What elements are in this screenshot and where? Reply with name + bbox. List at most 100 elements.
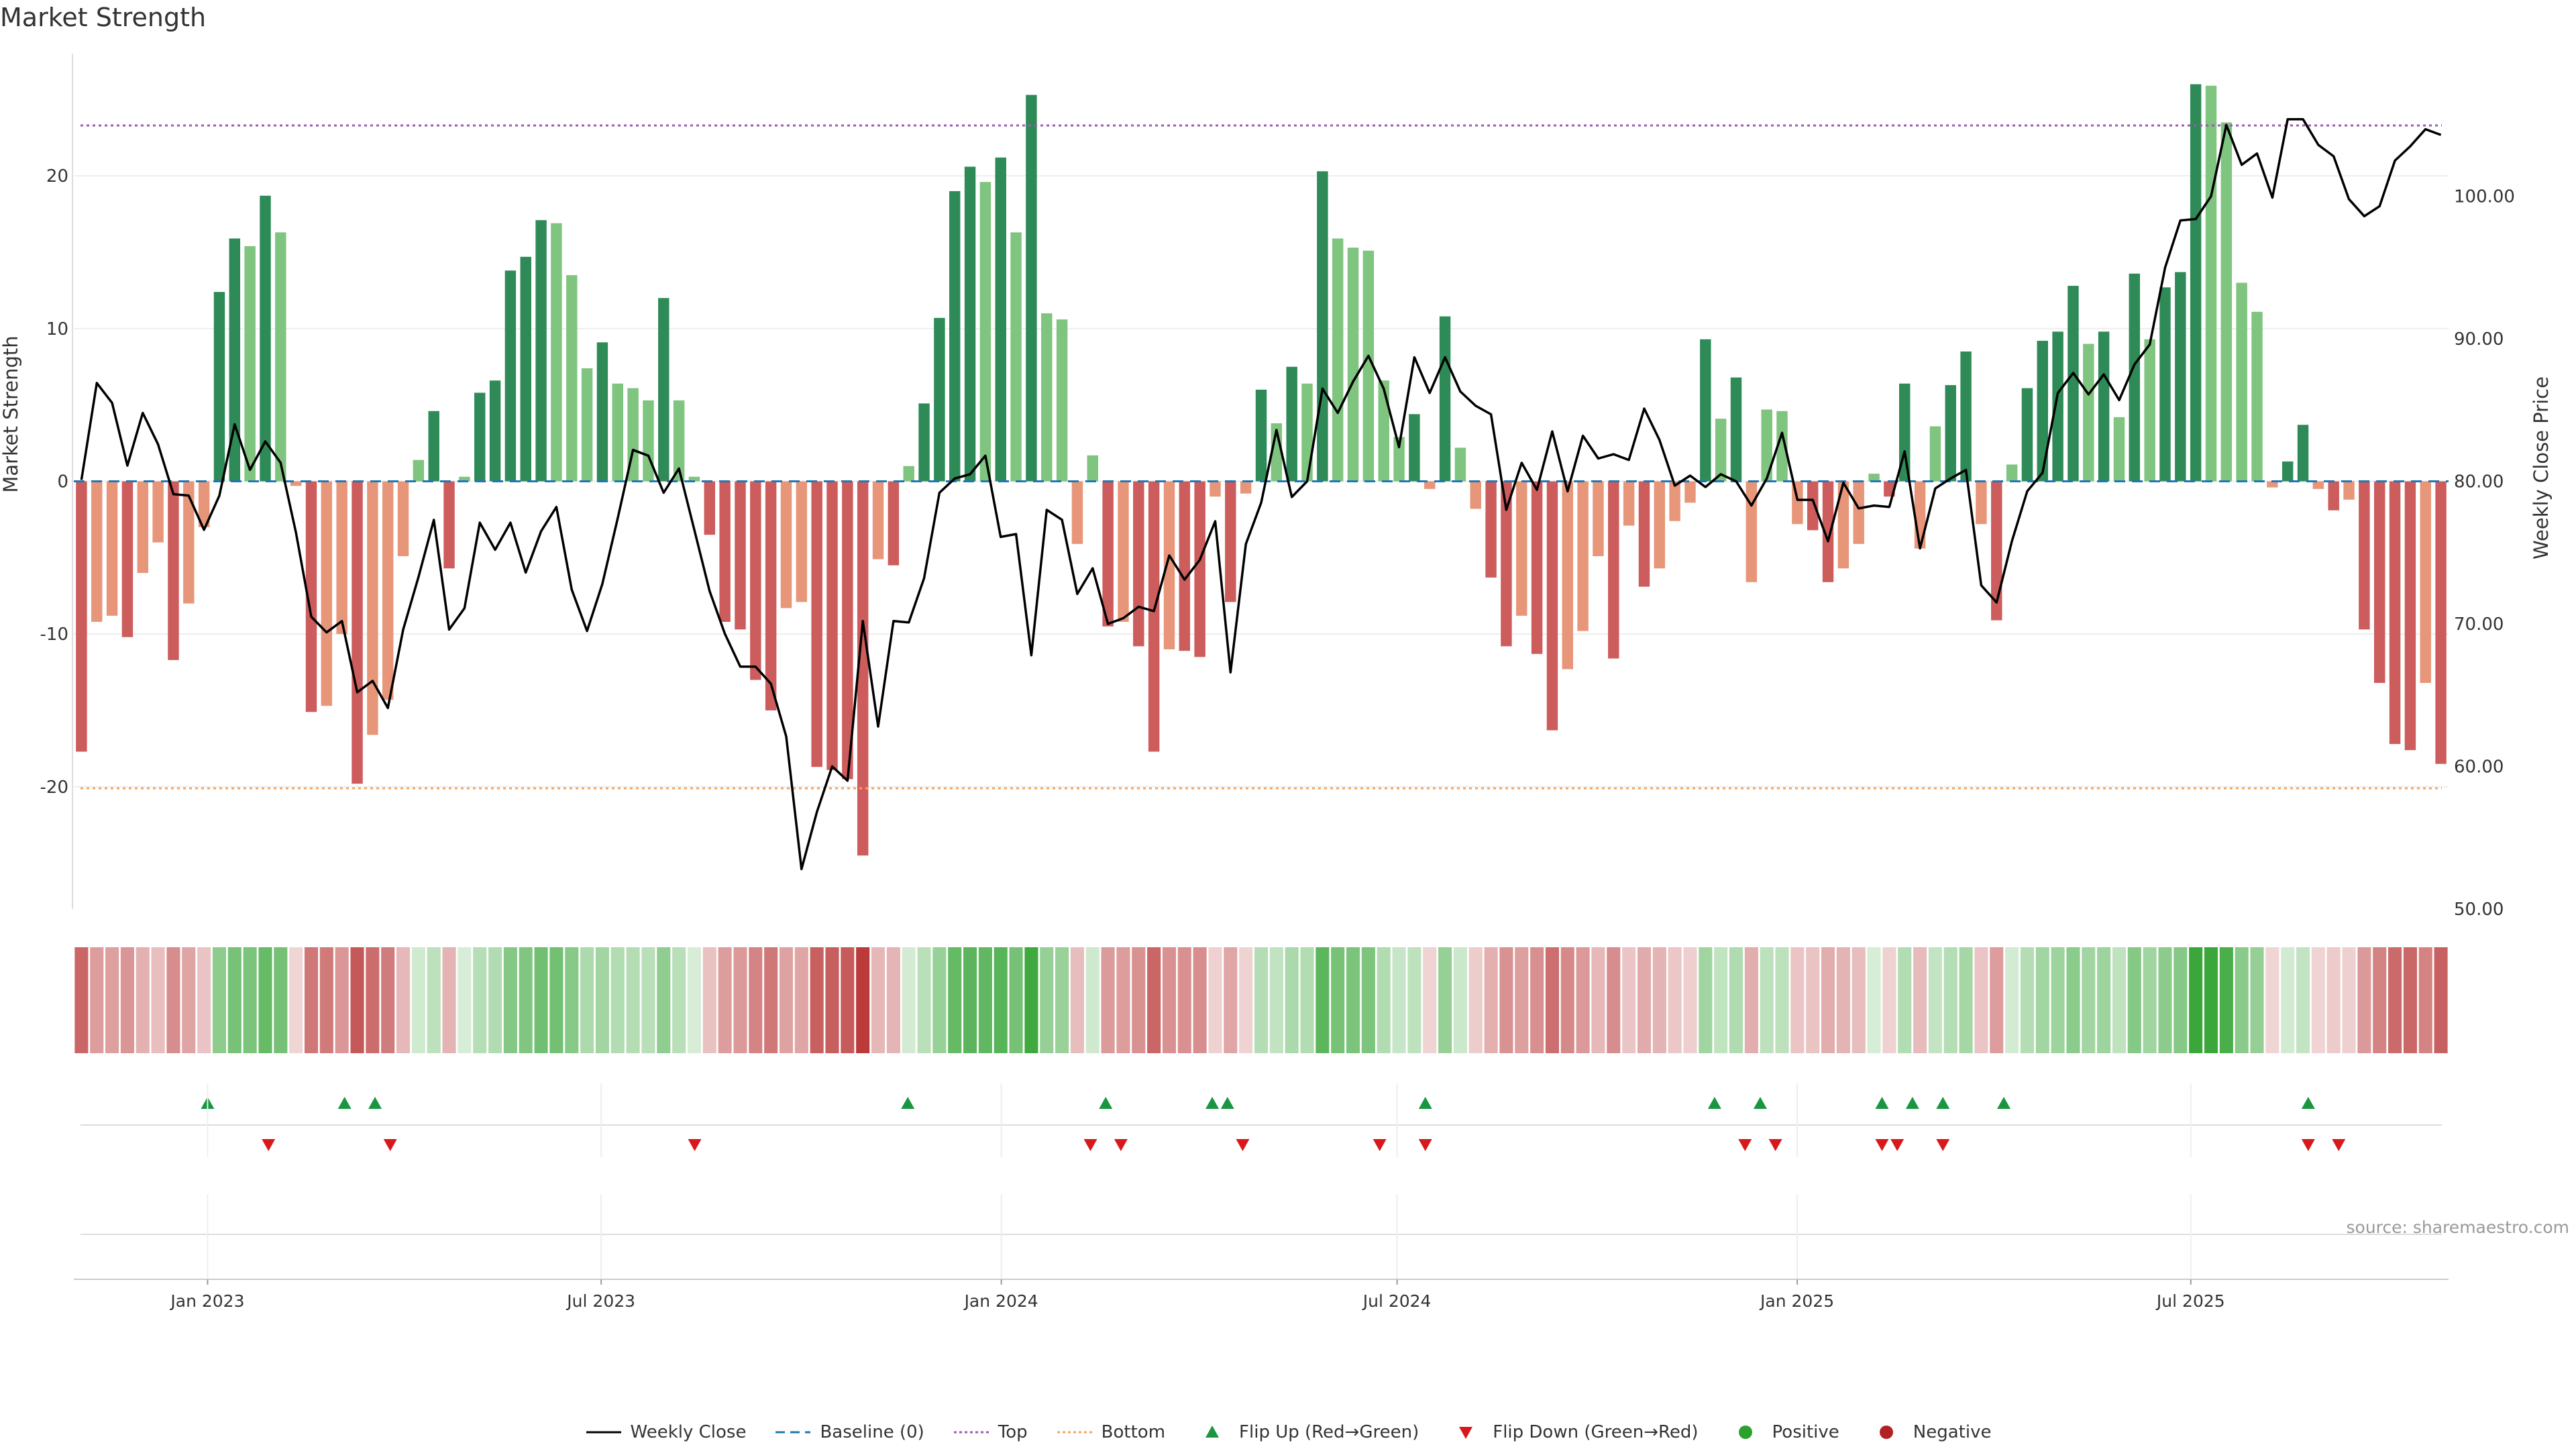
- heat-strip-cell: [304, 947, 319, 1053]
- heat-strip-cell: [1070, 947, 1084, 1053]
- strength-bar: [1301, 383, 1313, 482]
- strength-bar: [1454, 447, 1466, 482]
- flip-up-marker: [901, 1097, 915, 1109]
- strength-bar: [2037, 341, 2048, 482]
- heat-strip-cell: [702, 947, 716, 1053]
- heat-strip-cell: [473, 947, 487, 1053]
- strength-bar: [1179, 481, 1191, 651]
- heat-strip-cell: [1055, 947, 1069, 1053]
- heat-strip-cell: [2020, 947, 2034, 1053]
- strength-bar: [1378, 380, 1389, 482]
- strength-bar: [2282, 461, 2294, 482]
- heat-strip-cell: [274, 947, 288, 1053]
- strength-bar: [367, 481, 378, 735]
- flip-up-marker: [1905, 1097, 1919, 1109]
- heat-strip-cell: [1714, 947, 1728, 1053]
- heat-strip-cell: [764, 947, 778, 1053]
- heat-strip-cell: [626, 947, 640, 1053]
- heat-strip-cell: [2235, 947, 2249, 1053]
- strength-bar: [2006, 464, 2018, 482]
- circle-icon: [1879, 1426, 1893, 1439]
- strength-bar: [489, 380, 501, 482]
- legend-label: Top: [998, 1422, 1028, 1442]
- strength-bar: [1761, 409, 1772, 482]
- strength-bar: [121, 481, 133, 637]
- heat-strip-cell: [503, 947, 517, 1053]
- strength-bar: [688, 476, 700, 482]
- right-tick-label: 70.00: [2454, 614, 2504, 635]
- strength-bar: [1531, 481, 1543, 654]
- x-tick-label: Jul 2024: [1362, 1291, 1432, 1311]
- flip-down-marker: [1236, 1139, 1250, 1151]
- heat-strip-cell: [1652, 947, 1666, 1053]
- y-tick-label: -10: [40, 625, 68, 645]
- heat-strip-cell: [1085, 947, 1099, 1053]
- heat-strip-cell: [948, 947, 962, 1053]
- right-axis-label: Weekly Close Price: [2530, 376, 2553, 559]
- heat-strip-cell: [1300, 947, 1314, 1053]
- line-solid-icon: [586, 1431, 621, 1434]
- heat-strip-cell: [1101, 947, 1115, 1053]
- flip-up-marker: [337, 1097, 352, 1109]
- strength-bar: [1577, 481, 1589, 631]
- strength-bar: [612, 383, 623, 482]
- x-tick-label: Jan 2024: [963, 1291, 1038, 1311]
- heat-strip-cell: [1040, 947, 1054, 1053]
- strength-bar: [2374, 481, 2385, 684]
- heat-strip-cell: [2204, 947, 2218, 1053]
- flip-up-marker: [368, 1097, 382, 1109]
- heat-strip-cell: [1162, 947, 1177, 1053]
- strength-bar: [2236, 282, 2247, 482]
- strength-bar: [2175, 272, 2186, 482]
- heat-strip-cell: [1024, 947, 1038, 1053]
- heat-strip-cell: [258, 947, 272, 1053]
- legend-label: Positive: [1772, 1422, 1839, 1442]
- heat-strip-cell: [2281, 947, 2295, 1053]
- strength-bar: [995, 157, 1006, 482]
- heat-strip-cell: [2296, 947, 2310, 1053]
- strength-bar: [2113, 417, 2125, 482]
- strength-bar: [2420, 481, 2431, 684]
- strength-bar: [1914, 481, 1926, 549]
- heat-strip-cell: [856, 947, 870, 1053]
- strength-bar: [1470, 481, 1481, 509]
- heat-strip-cell: [733, 947, 747, 1053]
- heat-strip-cell: [1560, 947, 1574, 1053]
- strength-bar: [2021, 388, 2033, 482]
- heat-strip-cell: [1116, 947, 1130, 1053]
- legend-label: Flip Up (Red→Green): [1239, 1422, 1419, 1442]
- strength-bar: [673, 400, 685, 482]
- heat-strip-cell: [212, 947, 227, 1053]
- strength-bar: [2359, 481, 2370, 630]
- strength-bar: [1807, 481, 1819, 531]
- heat-strip-cell: [1622, 947, 1636, 1053]
- strength-bar: [1929, 426, 1941, 482]
- flip-down-marker: [1875, 1139, 1889, 1151]
- strength-bar: [2098, 331, 2110, 482]
- heat-strip-cell: [2357, 947, 2371, 1053]
- heat-strip-cell: [197, 947, 211, 1053]
- heat-strip-cell: [1132, 947, 1146, 1053]
- strength-bar: [1010, 232, 1022, 482]
- heat-strip-cell: [565, 947, 579, 1053]
- strength-bar: [260, 195, 271, 482]
- legend-item-bottom: Bottom: [1056, 1422, 1165, 1442]
- legend-item-weekly_close: Weekly Close: [585, 1422, 746, 1442]
- chart-title: Market Strength: [0, 3, 207, 32]
- flip-down-marker: [688, 1139, 702, 1151]
- heat-strip-cell: [1729, 947, 1743, 1053]
- heat-strip-cell: [1775, 947, 1789, 1053]
- strength-bar: [1945, 385, 1956, 482]
- strength-bar: [1317, 171, 1328, 482]
- strength-bar: [1516, 481, 1527, 616]
- strength-bar: [213, 292, 225, 482]
- heat-strip-cell: [1913, 947, 1927, 1053]
- strength-bar: [2343, 481, 2355, 500]
- strength-bar: [91, 481, 103, 622]
- legend-label: Bottom: [1101, 1422, 1166, 1442]
- heat-strip-cell: [1177, 947, 1191, 1053]
- line-dotted-icon: [953, 1431, 989, 1434]
- strength-bar: [1240, 481, 1252, 494]
- heat-strip-cell: [534, 947, 548, 1053]
- strength-bar: [1056, 319, 1068, 482]
